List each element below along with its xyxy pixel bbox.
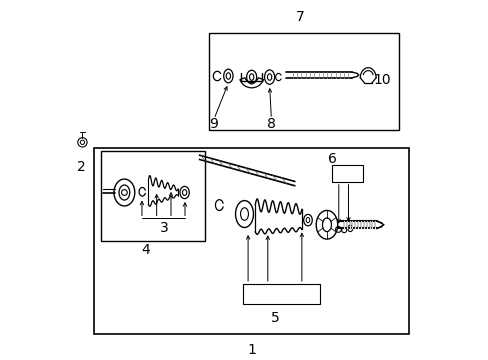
Wedge shape [240,78,263,88]
Text: 4: 4 [141,243,150,257]
Text: 6: 6 [327,152,336,166]
Bar [101,151,204,241]
Text: 7: 7 [295,10,304,24]
Text: 3: 3 [159,221,168,235]
Bar [242,284,319,304]
Bar [332,165,362,182]
Bar [208,33,398,130]
Text: 2: 2 [77,161,85,174]
Text: 10: 10 [373,73,390,86]
Text: 1: 1 [247,343,256,357]
Text: 5: 5 [270,311,279,325]
Text: 8: 8 [266,117,275,131]
Bar [94,148,408,334]
Circle shape [122,190,127,195]
Text: 9: 9 [209,117,218,131]
Ellipse shape [316,211,337,239]
